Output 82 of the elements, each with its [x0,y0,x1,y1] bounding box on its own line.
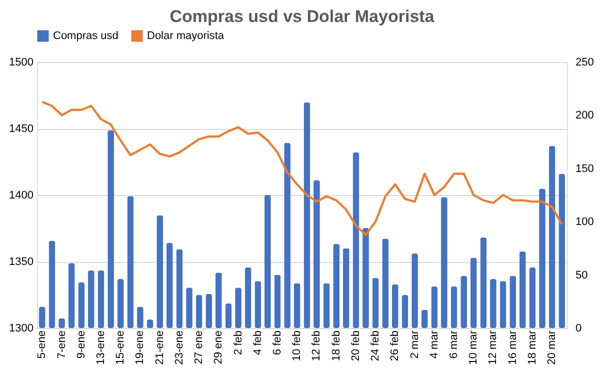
x-tick-label: 21-ene [154,330,166,365]
legend-label: Dolar mayorista [147,30,225,42]
bar [48,240,56,328]
x-tick-label: 27 ene [193,330,206,364]
bar [274,274,281,328]
x-tick-label: 20 mar [546,330,558,365]
legend-label: Compras usd [53,30,118,42]
bar [470,258,477,328]
y2-tick-label: 50 [576,269,588,282]
bar [294,283,300,328]
y2-tick-label: 250 [576,56,594,68]
bar [500,281,506,328]
bar [176,249,183,328]
bar [450,286,458,328]
line-series [41,100,563,236]
bar [98,270,104,328]
bar [333,244,340,328]
x-tick-label: 24 feb [370,330,382,362]
y-tick-label: 1500 [9,56,34,68]
bar [156,215,164,328]
x-tick-label: 26 feb [389,330,402,362]
bar [548,146,556,328]
bar [519,251,526,328]
bar [342,248,350,328]
bar [254,281,262,328]
bar [402,295,408,328]
bar [225,304,232,328]
y2-tick-label: 100 [576,216,594,228]
y2-tick-label: 200 [576,110,594,122]
x-tick-label: 29 ene [212,330,225,364]
x-tick-label: 5-ene [36,330,48,359]
x-tick-label: 2 mar [408,330,421,359]
y-tick-label: 1450 [9,123,34,135]
x-tick-label: 19-ene [134,330,146,365]
bar [304,102,310,328]
x-tick-label: 13-ene [94,330,107,365]
x-tick-label: 2 feb [232,330,244,355]
x-tick-label: 6 feb [271,330,284,355]
bar [323,283,330,328]
x-tick-label: 6 mar [448,330,460,359]
y-tick-label: 1300 [9,322,34,334]
bar [244,267,252,328]
y2-tick-label: 0 [576,322,582,334]
bar [431,286,438,328]
bar [510,276,516,328]
x-tick-label: 18 feb [330,330,342,362]
bar [440,197,448,328]
bar [392,284,398,328]
bar [382,238,389,328]
x-tick-label: 4 mar [428,330,440,359]
bar [352,152,360,328]
bar [166,242,173,328]
x-tick-label: 15-ene [114,330,127,365]
x-tick-label: 4 feb [252,330,264,355]
x-tick-label: 12 mar [487,330,500,365]
bar [480,238,487,328]
x-tick-label: 9-ene [75,330,88,359]
bar [421,310,428,328]
bar [127,196,134,328]
y-tick-label: 1400 [9,190,34,202]
x-tick-label: 20 feb [350,330,362,362]
bar [68,263,75,328]
x-tick-label: 7-ene [56,330,68,359]
x-tick-label: 10 mar [468,330,480,365]
x-tick-label: 23-ene [173,330,186,365]
bar [529,267,536,328]
chart-title: Compras usd vs Dolar Mayorista [170,7,435,26]
y2-tick-label: 150 [576,162,594,175]
x-tick-label: 16 mar [506,330,519,365]
bar [88,270,94,328]
bar [264,195,271,328]
bar [78,282,85,328]
bar [215,272,222,328]
bar [558,174,566,328]
bar [372,278,379,328]
bar [196,295,202,328]
bar [117,279,124,328]
y-tick-label: 1350 [9,256,34,268]
x-tick-label: 18 mar [526,330,538,365]
x-tick-label: 10 feb [291,330,304,362]
x-tick-label: 12 feb [310,330,323,362]
bar [206,294,212,328]
